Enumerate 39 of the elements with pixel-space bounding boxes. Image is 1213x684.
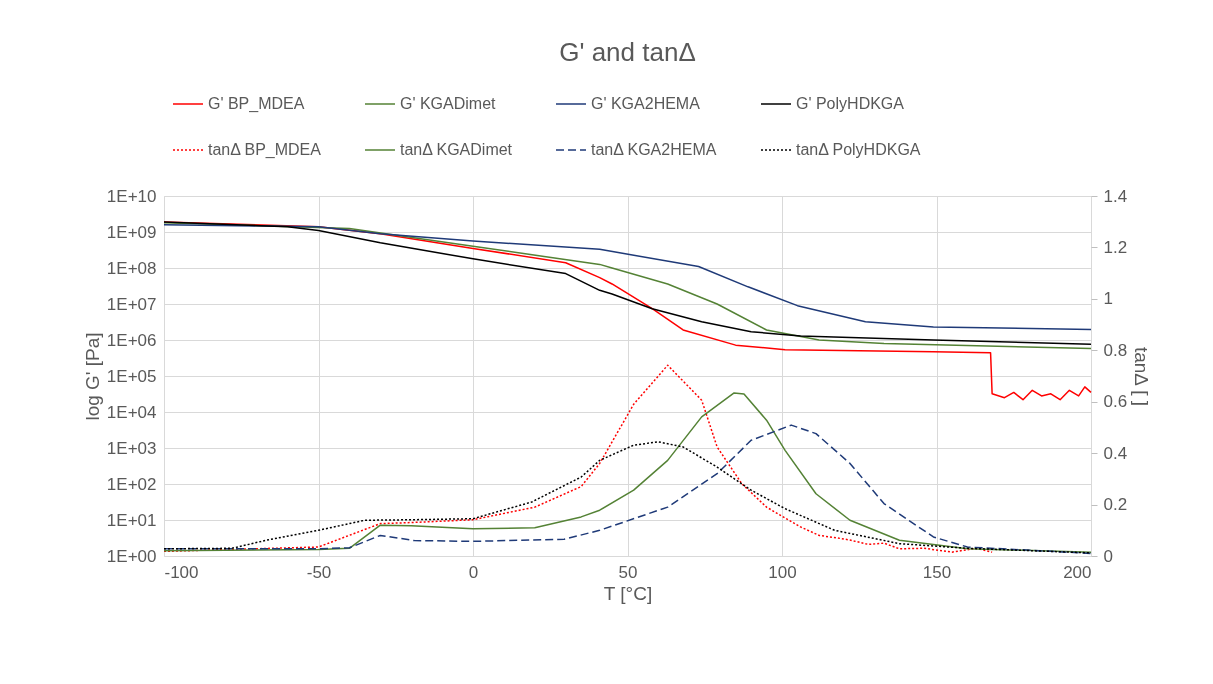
y-tick-label: 1E+09 (106, 222, 157, 242)
y2-tick-label: 1 (1103, 289, 1113, 309)
line-series (163, 392, 1092, 553)
legend-label: tanΔ BP_MDEA (208, 141, 322, 159)
x-axis-title: T [°C] (603, 582, 653, 604)
legend-label: G' KGADimet (400, 95, 497, 112)
y-tick-label: 1E+02 (106, 474, 157, 494)
x-tick-label: -100 (164, 562, 199, 582)
legend-label: G' KGA2HEMA (591, 95, 701, 112)
x-tick-label: -50 (306, 562, 332, 582)
y2-tick-label: 0.8 (1103, 340, 1128, 360)
y-axis-title: log G' [Pa] (81, 332, 103, 421)
y-tick-label: 1E+07 (106, 294, 157, 314)
x-tick-label: 200 (1063, 562, 1092, 582)
y2-axis-title: tanΔ [ ] (1131, 346, 1153, 407)
legend-label: tanΔ PolyHDKGA (796, 141, 921, 158)
legend-label: G' PolyHDKGA (796, 95, 905, 112)
y-tick-label: 1E+03 (106, 438, 157, 458)
y-tick-label: 1E+04 (106, 402, 157, 422)
y-tick-label: 1E+10 (106, 186, 157, 206)
y-tick-label: 1E+01 (106, 510, 157, 530)
legend-label: G' BP_MDEA (208, 95, 305, 113)
y-tick-label: 1E+00 (106, 546, 157, 566)
y-tick-label: 1E+05 (106, 366, 157, 386)
y-tick-label: 1E+08 (106, 258, 157, 278)
y2-tick-label: 0 (1103, 546, 1113, 566)
x-tick-label: 100 (768, 562, 797, 582)
legend-label: tanΔ KGADimet (400, 141, 513, 158)
y2-tick-label: 0.6 (1103, 392, 1128, 412)
legend-label: tanΔ KGA2HEMA (591, 141, 717, 158)
x-tick-label: 0 (468, 562, 479, 582)
y2-tick-label: 0.2 (1103, 495, 1128, 515)
y2-tick-label: 1.4 (1103, 186, 1128, 206)
y-tick-label: 1E+06 (106, 330, 157, 350)
y2-tick-label: 1.2 (1103, 237, 1128, 257)
y2-tick-label: 0.4 (1103, 443, 1128, 463)
chart-title: G' and tanΔ (559, 37, 696, 67)
x-tick-label: 50 (618, 562, 638, 582)
x-tick-label: 150 (922, 562, 952, 582)
